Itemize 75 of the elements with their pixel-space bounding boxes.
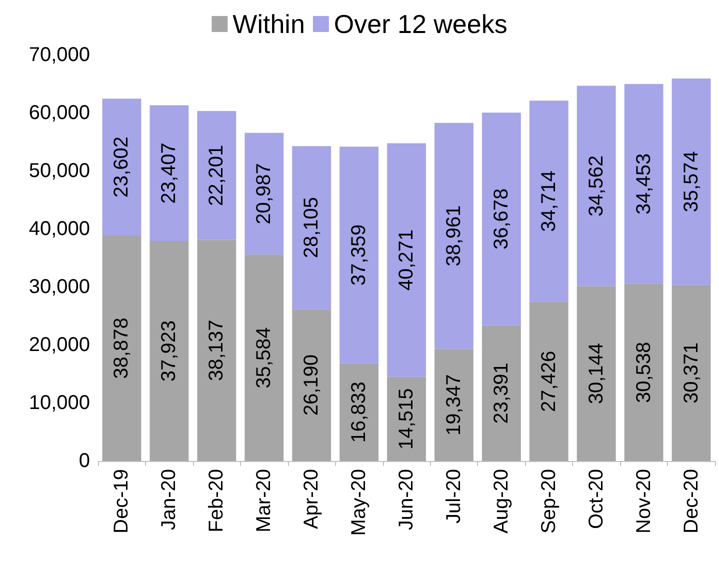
data-label: 38,961 — [442, 205, 465, 266]
bar — [434, 348, 474, 461]
bar — [150, 241, 189, 461]
data-label: 22,201 — [206, 144, 228, 206]
bar — [672, 78, 711, 285]
bar — [197, 111, 236, 240]
data-label: 26,190 — [300, 354, 323, 416]
data-label: 19,347 — [442, 374, 465, 436]
x-tick-label: Apr-20 — [300, 469, 323, 530]
data-label: 16,833 — [348, 382, 370, 443]
y-tick-label: 60,000 — [28, 102, 90, 124]
bar — [387, 376, 426, 461]
data-label: 35,584 — [253, 327, 276, 388]
bar — [244, 132, 284, 255]
data-label: 38,878 — [110, 318, 133, 379]
y-tick-label: 70,000 — [28, 44, 90, 66]
bar — [624, 284, 664, 461]
y-tick-label: 20,000 — [28, 334, 90, 356]
data-label: 28,105 — [300, 197, 323, 258]
bar — [102, 98, 142, 236]
legend-label: Over 12 weeks — [334, 9, 508, 39]
data-label: 23,391 — [490, 362, 512, 424]
bar — [576, 86, 616, 286]
x-tick-label: Mar-20 — [253, 469, 276, 532]
y-tick-label: 10,000 — [28, 392, 90, 414]
y-tick-label: 50,000 — [28, 160, 90, 182]
bar — [672, 284, 711, 461]
legend-label: Within — [232, 9, 305, 39]
data-label: 37,359 — [348, 224, 370, 286]
data-label: 36,678 — [490, 188, 512, 250]
x-tick-label: Jul-20 — [442, 469, 465, 524]
bar — [482, 112, 521, 326]
y-tick-label: 40,000 — [28, 218, 90, 240]
x-tick-label: Dec-19 — [110, 469, 133, 534]
x-tick-label: Aug-20 — [490, 469, 512, 534]
x-tick-label: Oct-20 — [585, 469, 608, 530]
bar — [340, 146, 378, 364]
bar — [624, 84, 664, 284]
bar — [340, 363, 378, 461]
x-tick-label: Dec-20 — [680, 469, 702, 534]
data-label: 30,538 — [632, 342, 655, 404]
data-label: 34,714 — [538, 170, 560, 232]
data-label: 20,987 — [253, 163, 276, 224]
bar — [529, 302, 568, 461]
x-tick-label: Jun-20 — [396, 469, 418, 530]
bar — [576, 286, 616, 461]
bar — [150, 105, 189, 242]
data-label: 14,515 — [396, 388, 418, 450]
data-label: 35,574 — [680, 151, 702, 212]
bar — [529, 100, 568, 302]
data-label: 34,453 — [632, 153, 655, 215]
bar — [292, 309, 332, 461]
data-label: 27,426 — [538, 350, 560, 412]
bar — [387, 143, 426, 377]
data-label: 30,144 — [585, 342, 608, 404]
bar — [292, 146, 332, 310]
data-label: 23,407 — [158, 142, 180, 204]
data-label: 30,371 — [680, 342, 702, 404]
bar — [434, 122, 474, 349]
bar — [482, 325, 521, 461]
data-label: 34,562 — [585, 155, 608, 217]
x-tick-label: Sep-20 — [538, 469, 560, 534]
data-label: 37,923 — [158, 320, 180, 382]
data-label: 40,271 — [396, 229, 418, 291]
y-tick-label: 30,000 — [28, 276, 90, 298]
data-label: 23,602 — [110, 136, 133, 198]
data-label: 38,137 — [206, 320, 228, 381]
x-tick-label: Feb-20 — [206, 469, 228, 532]
x-tick-label: Nov-20 — [632, 469, 655, 534]
x-tick-label: May-20 — [348, 469, 370, 536]
bar — [197, 240, 236, 461]
bar — [102, 236, 142, 461]
bar — [244, 254, 284, 461]
x-tick-label: Jan-20 — [158, 469, 180, 530]
y-tick-label: 0 — [78, 450, 90, 472]
